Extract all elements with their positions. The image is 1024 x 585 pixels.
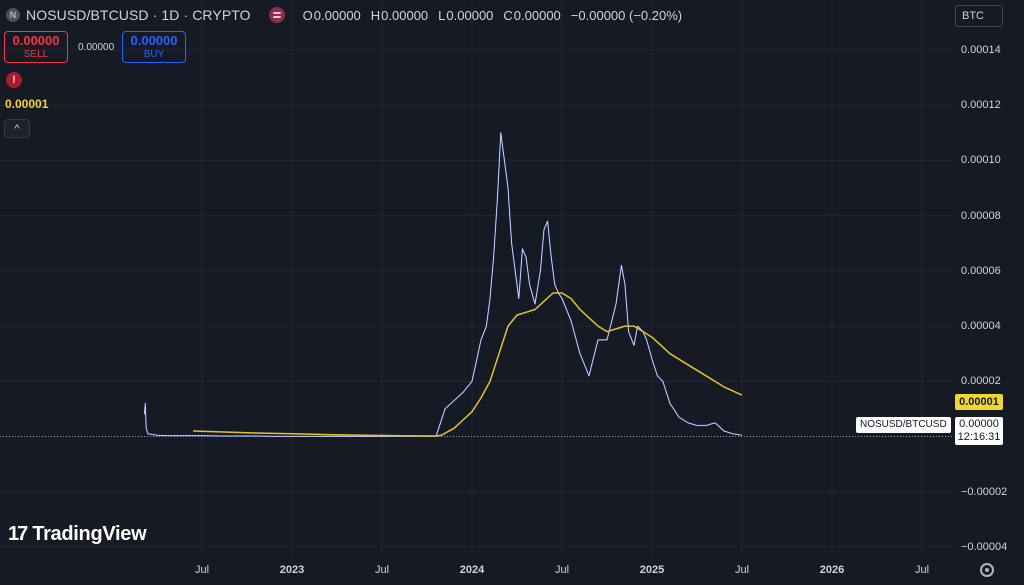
x-tick-label: Jul (374, 564, 390, 576)
sell-price: 0.00000 (12, 33, 60, 48)
ohlc-item: −0.00000 (−0.20%) (571, 8, 682, 23)
currency-selector[interactable]: BTC (955, 5, 1003, 27)
y-tick-label: −0.00002 (961, 485, 1008, 498)
y-tick-label: 0.00014 (961, 44, 1001, 56)
ohlc-item: H0.00000 (371, 8, 428, 23)
ohlc-value: 0.00000 (313, 7, 361, 23)
ohlc-key: C (503, 7, 513, 23)
ohlc-key: O (302, 7, 313, 23)
price-line-highlight (144, 132, 743, 437)
ohlc-item: C0.00000 (503, 8, 560, 23)
series-layer (143, 132, 743, 437)
tradingview-logo[interactable]: 17 TradingView (8, 523, 147, 546)
chart-header: N NOSUSD/BTCUSD · 1D · CRYPTO O0.00000 H0… (6, 5, 682, 25)
x-tick-label: 2024 (459, 564, 485, 576)
ohlc-key: H (370, 7, 381, 23)
x-tick-label: 2023 (279, 564, 305, 576)
ohlc-value: 0.00000 (381, 7, 429, 23)
x-tick-label: 2026 (819, 564, 845, 576)
x-tick-label: Jul (734, 564, 750, 576)
warning-icon[interactable]: ! (6, 72, 22, 88)
ohlc-values: O0.00000 H0.00000 L0.00000 C0.00000 −0.00000… (303, 8, 682, 23)
y-tick-label: 0.00004 (961, 320, 1001, 333)
sell-label: SELL (23, 49, 49, 60)
buy-button[interactable]: 0.00000 BUY (122, 31, 186, 63)
ohlc-item: O0.00000 (303, 8, 361, 23)
last-price-value: 0.00000 (959, 418, 999, 430)
y-tick-label: 0.00006 (961, 264, 1001, 277)
y-tick-label: 0.00012 (961, 99, 1001, 112)
tradingview-logo-text: TradingView (32, 523, 147, 545)
last-price-label: 0.00000 12:16:31 (955, 417, 1003, 445)
x-tick-label: Jul (194, 564, 210, 576)
ohlc-key: L (438, 7, 446, 23)
indicator-value: 0.00001 (5, 97, 49, 111)
x-tick-label: 2025 (639, 564, 665, 576)
symbol-logo-icon[interactable]: N (6, 8, 20, 22)
symbol-price-label: NOSUSD/BTCUSD (856, 417, 951, 433)
sell-button[interactable]: 0.00000 SELL (4, 31, 68, 63)
ma-value-label: 0.00001 (955, 394, 1003, 410)
collapse-indicators-button[interactable]: ^ (4, 119, 30, 138)
chart-grid (0, 0, 952, 556)
ohlc-value: 0.00000 (513, 7, 561, 23)
y-tick-label: 0.00002 (961, 375, 1001, 388)
symbol-title[interactable]: NOSUSD/BTCUSD · 1D · CRYPTO (26, 7, 251, 23)
symbol-flag-icon[interactable] (268, 7, 285, 23)
y-tick-label: 0.00010 (961, 154, 1001, 167)
settings-gear-icon[interactable] (980, 563, 994, 577)
y-tick-label: 0.00008 (961, 209, 1001, 222)
tradingview-logo-icon: 17 (8, 523, 28, 545)
buy-label: BUY (143, 49, 165, 60)
ohlc-item: L0.00000 (438, 8, 493, 23)
x-tick-label: Jul (554, 564, 570, 576)
y-tick-label: −0.00004 (961, 541, 1008, 553)
ohlc-value: 0.00000 (446, 7, 494, 23)
moving-average-line[interactable] (192, 292, 743, 437)
spread-value: 0.00000 (78, 42, 115, 53)
x-tick-label: Jul (914, 564, 930, 576)
ohlc-value: −0.00000 (−0.20%) (570, 7, 683, 23)
buy-price: 0.00000 (130, 33, 178, 48)
bar-countdown: 12:16:31 (957, 431, 1001, 443)
